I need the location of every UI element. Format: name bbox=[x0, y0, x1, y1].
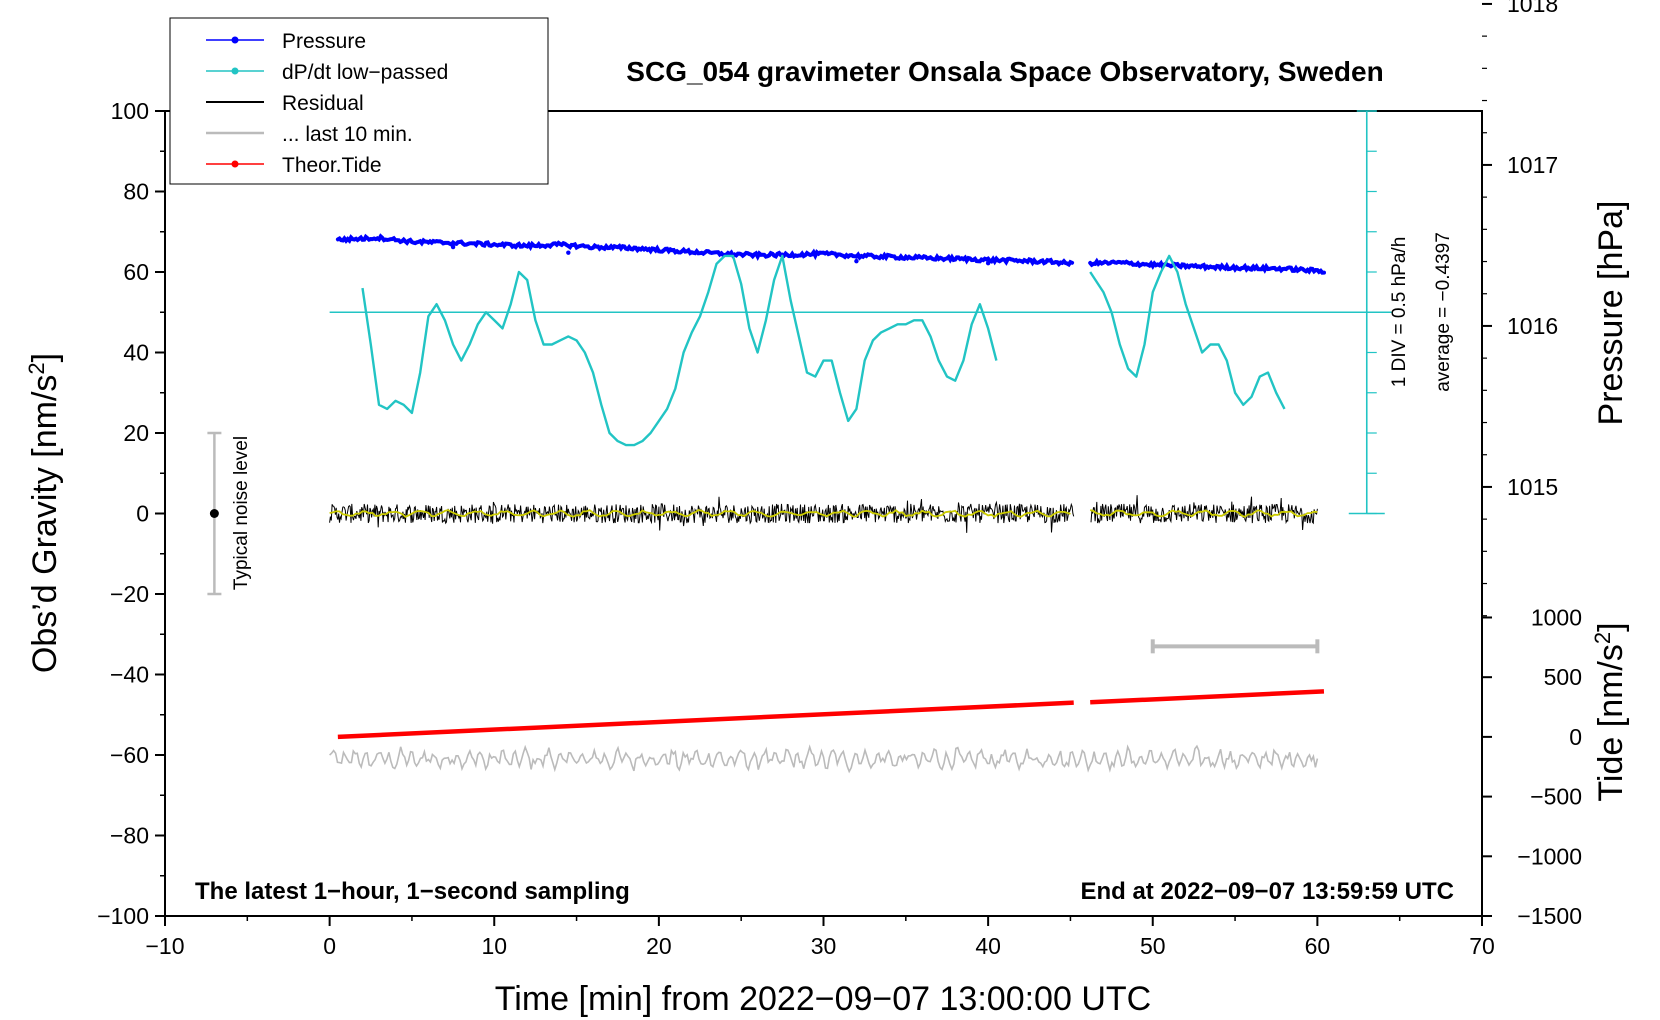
legend-label-dpdt: dP/dt low−passed bbox=[282, 61, 448, 84]
pressure-tick-label: 1016 bbox=[1507, 313, 1558, 339]
y-tick-label: 40 bbox=[123, 340, 149, 366]
y-tick-label: 0 bbox=[136, 501, 149, 527]
tide-axis-title-superscript: 2 bbox=[1590, 632, 1615, 644]
chart-title: SCG_054 gravimeter Onsala Space Observat… bbox=[626, 56, 1383, 87]
pressure-tick-label: 1018 bbox=[1507, 0, 1558, 17]
dpdt-line bbox=[361, 254, 998, 447]
x-tick-label: 50 bbox=[1140, 933, 1166, 959]
tide-tick-label: 500 bbox=[1544, 664, 1582, 690]
last10-line bbox=[329, 744, 1319, 774]
pressure-point bbox=[450, 244, 456, 250]
legend-label-residual: Residual bbox=[282, 92, 364, 115]
y-tick-label: 20 bbox=[123, 420, 149, 446]
legend-label-pressure: Pressure bbox=[282, 30, 366, 53]
residual-line bbox=[329, 495, 1318, 533]
x-tick-label: −10 bbox=[145, 933, 184, 959]
tide-tick-label: −1000 bbox=[1517, 843, 1582, 869]
noise-bar-center bbox=[209, 509, 219, 518]
y-tick-label: 100 bbox=[111, 98, 149, 124]
x-tick-label: 20 bbox=[646, 933, 672, 959]
average-label: average = −0.4397 bbox=[1433, 232, 1454, 392]
legend-label-last10: ... last 10 min. bbox=[282, 123, 413, 146]
legend-dot-dpdt bbox=[231, 67, 239, 75]
pressure-tick-label: 1015 bbox=[1507, 474, 1558, 500]
legend-dot-tide bbox=[231, 160, 239, 168]
div-scale-label: 1 DIV = 0.5 hPa/h bbox=[1389, 237, 1410, 388]
x-tick-label: 10 bbox=[481, 933, 507, 959]
y-tick-label: 60 bbox=[123, 259, 149, 285]
chart-marks bbox=[207, 110, 1392, 774]
axis-ticks: −10 0 10 20 30 40 50 60 70−100−80−60−40−20020406… bbox=[97, 0, 1582, 959]
pressure-line bbox=[335, 233, 1326, 275]
x-tick-label: 30 bbox=[811, 933, 837, 959]
noise-level-label: Typical noise level bbox=[231, 436, 252, 590]
x-tick-label: 70 bbox=[1469, 933, 1495, 959]
y-axis-title: Obs’d Gravity [nm/s2] bbox=[24, 353, 65, 673]
dpdt-line bbox=[1089, 254, 1286, 410]
pressure-point bbox=[1249, 267, 1254, 272]
y-tick-label: 80 bbox=[123, 179, 149, 205]
x-tick-label: 40 bbox=[975, 933, 1001, 959]
sampling-note: The latest 1−hour, 1−second sampling bbox=[195, 878, 630, 905]
pressure-point bbox=[566, 250, 571, 255]
pressure-axis-title: Pressure [hPa] bbox=[1592, 201, 1630, 426]
pressure-point bbox=[985, 260, 991, 266]
pressure-point bbox=[854, 258, 859, 264]
y-tick-label: −60 bbox=[110, 742, 149, 768]
y-axis-title-close: ] bbox=[26, 353, 64, 362]
pressure-tick-label: 1017 bbox=[1507, 152, 1558, 178]
y-axis-title-text: Obs’d Gravity [nm/s bbox=[26, 375, 64, 674]
tide-tick-label: −500 bbox=[1530, 784, 1582, 810]
y-axis-title-superscript: 2 bbox=[24, 362, 49, 374]
y-tick-label: −40 bbox=[110, 662, 149, 688]
tide-line bbox=[337, 700, 1074, 740]
residual-smoothed-line bbox=[329, 509, 1318, 519]
tide-axis-title-text: Tide [nm/s bbox=[1592, 644, 1630, 801]
y-tick-label: −20 bbox=[110, 581, 149, 607]
tide-tick-label: −1500 bbox=[1517, 903, 1582, 929]
end-time-note: End at 2022−09−07 13:59:59 UTC bbox=[1080, 878, 1454, 905]
tide-axis-title: Tide [nm/s2] bbox=[1590, 622, 1631, 801]
y-tick-label: −100 bbox=[97, 903, 149, 929]
legend: Pressure dP/dt low−passed Residual ... l… bbox=[169, 17, 549, 185]
x-tick-label: 0 bbox=[323, 933, 336, 959]
tide-tick-label: 0 bbox=[1569, 724, 1582, 750]
legend-dot-pressure bbox=[231, 36, 239, 44]
y-tick-label: −80 bbox=[110, 823, 149, 849]
legend-label-tide: Theor.Tide bbox=[282, 154, 382, 177]
tide-axis-title-close: ] bbox=[1592, 622, 1630, 631]
tide-line bbox=[1090, 689, 1325, 705]
x-axis-title: Time [min] from 2022−09−07 13:00:00 UTC bbox=[495, 980, 1151, 1018]
x-tick-label: 60 bbox=[1305, 933, 1331, 959]
tide-tick-label: 1000 bbox=[1531, 604, 1582, 630]
